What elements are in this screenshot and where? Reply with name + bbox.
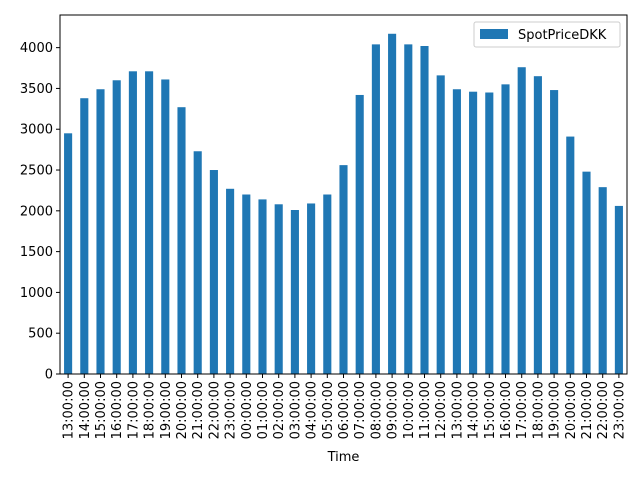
- bar: [290, 210, 299, 374]
- bar: [371, 44, 380, 375]
- x-tick-label: 14:00:00: [78, 381, 93, 439]
- bar: [242, 194, 251, 374]
- bar: [355, 94, 364, 375]
- bar: [436, 75, 445, 374]
- bar: [420, 46, 429, 374]
- x-tick-label: 20:00:00: [175, 381, 190, 439]
- bar: [274, 204, 283, 374]
- x-tick-label: 17:00:00: [126, 381, 141, 439]
- bar: [452, 89, 461, 374]
- bar: [501, 84, 510, 374]
- bar: [485, 92, 494, 374]
- x-tick-label: 17:00:00: [515, 381, 530, 439]
- bar: [614, 205, 623, 374]
- bar: [177, 107, 186, 374]
- bar: [96, 89, 105, 374]
- x-tick-label: 14:00:00: [467, 381, 482, 439]
- x-tick-label: 10:00:00: [402, 381, 417, 439]
- y-tick-label: 3000: [20, 123, 53, 138]
- x-tick-label: 02:00:00: [272, 381, 287, 439]
- x-tick-label: 03:00:00: [288, 381, 303, 439]
- y-tick-label: 4000: [20, 41, 53, 56]
- bar: [404, 44, 413, 375]
- x-tick-label: 23:00:00: [612, 381, 627, 439]
- bar: [598, 187, 607, 374]
- bar: [469, 91, 478, 374]
- bar: [533, 76, 542, 374]
- bar: [388, 33, 397, 375]
- x-tick-label: 19:00:00: [159, 381, 174, 439]
- x-tick-label: 09:00:00: [386, 381, 401, 439]
- bar: [145, 71, 154, 375]
- legend: SpotPriceDKK: [473, 21, 621, 48]
- x-tick-label: 16:00:00: [110, 381, 125, 439]
- y-tick-label: 3500: [20, 82, 53, 97]
- bar: [193, 151, 202, 374]
- x-axis-title: Time: [327, 450, 360, 465]
- y-tick-label: 2000: [20, 204, 53, 219]
- y-tick-label: 1500: [20, 245, 53, 260]
- bar: [128, 71, 137, 375]
- x-tick-label: 22:00:00: [207, 381, 222, 439]
- x-axis: 13:00:00 14:00:00 15:00:00 16:00:00 17:00:00…: [62, 374, 627, 439]
- x-tick-label: 07:00:00: [353, 381, 368, 439]
- bar: [323, 194, 332, 374]
- legend-label: SpotPriceDKK: [518, 28, 607, 43]
- bar: [566, 136, 575, 374]
- bar: [226, 188, 235, 374]
- bar: [161, 79, 170, 375]
- x-tick-label: 15:00:00: [483, 381, 498, 439]
- x-tick-label: 06:00:00: [337, 381, 352, 439]
- legend-swatch: [480, 29, 508, 39]
- y-tick-label: 500: [28, 327, 53, 342]
- bar: [307, 203, 316, 374]
- bar: [80, 98, 89, 374]
- x-tick-label: 16:00:00: [499, 381, 514, 439]
- x-tick-label: 19:00:00: [548, 381, 563, 439]
- x-tick-label: 20:00:00: [564, 381, 579, 439]
- x-tick-label: 12:00:00: [434, 381, 449, 439]
- x-tick-label: 00:00:00: [240, 381, 255, 439]
- y-axis: 0 500 1000 1500 2000 2500 3000 3500 4000: [20, 41, 60, 383]
- bar: [209, 170, 218, 374]
- legend-box: [473, 21, 621, 48]
- x-tick-label: 22:00:00: [596, 381, 611, 439]
- bar: [112, 80, 121, 375]
- x-tick-label: 15:00:00: [94, 381, 109, 439]
- x-tick-label: 21:00:00: [191, 381, 206, 439]
- x-tick-label: 13:00:00: [62, 381, 77, 439]
- bar: [582, 171, 591, 374]
- y-tick-label: 0: [45, 368, 53, 383]
- bar: [339, 165, 348, 374]
- x-tick-label: 05:00:00: [321, 381, 336, 439]
- x-tick-label: 23:00:00: [224, 381, 239, 439]
- x-tick-label: 13:00:00: [450, 381, 465, 439]
- bar: [258, 199, 267, 374]
- x-tick-label: 04:00:00: [305, 381, 320, 439]
- x-tick-label: 18:00:00: [143, 381, 158, 439]
- x-tick-label: 21:00:00: [580, 381, 595, 439]
- bar: [550, 90, 559, 374]
- bar: [517, 67, 526, 374]
- x-tick-label: 18:00:00: [531, 381, 546, 439]
- x-tick-label: 01:00:00: [256, 381, 271, 439]
- bars-layer: [64, 33, 623, 375]
- bar: [64, 133, 73, 374]
- x-tick-label: 11:00:00: [418, 381, 433, 439]
- y-tick-label: 2500: [20, 164, 53, 179]
- y-tick-label: 1000: [20, 286, 53, 301]
- x-tick-label: 08:00:00: [369, 381, 384, 439]
